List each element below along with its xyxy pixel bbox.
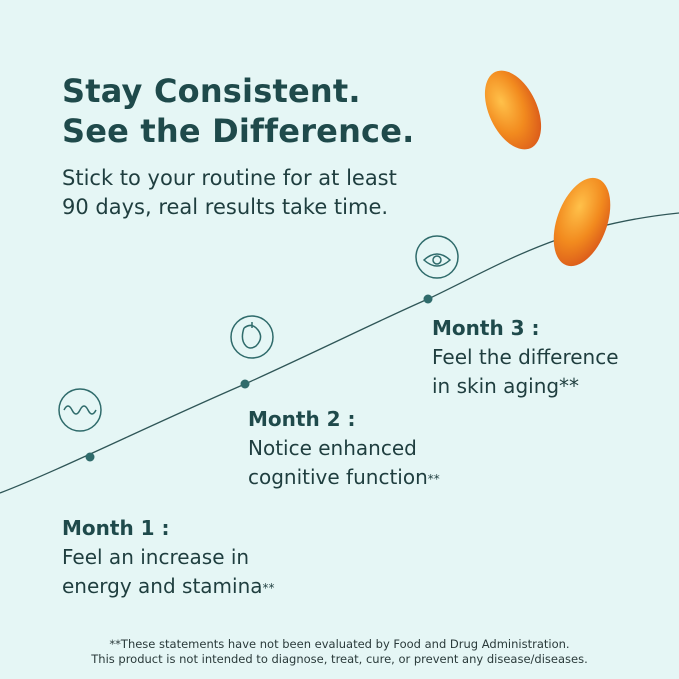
energy-icon	[58, 388, 102, 432]
subtitle: Stick to your routine for at least	[62, 166, 397, 190]
skin-icon	[415, 235, 459, 279]
milestone-text: cognitive function	[248, 465, 428, 489]
energy-icon-wave	[63, 405, 97, 415]
brain-icon-shape	[241, 322, 262, 349]
milestone-text: energy and stamina	[62, 574, 263, 598]
footnote-mark: **	[427, 472, 440, 486]
milestone-dot	[240, 379, 250, 389]
milestone-text-line: energy and stamina**	[62, 574, 275, 598]
milestone-text-line: cognitive function**	[248, 465, 440, 489]
milestone-dot	[423, 294, 433, 304]
title: See the Difference.	[62, 112, 415, 150]
milestone-text: Feel an increase in	[62, 545, 250, 569]
progress-curve	[0, 212, 679, 494]
milestone-label: Month 2 :	[248, 407, 356, 431]
milestone-text: Notice enhanced	[248, 436, 417, 460]
footnote-mark: **	[262, 581, 275, 595]
milestone-text: Feel the difference	[432, 345, 619, 369]
capsule	[553, 177, 611, 267]
skin-icon-eye	[422, 253, 452, 267]
disclaimer: **These statements have not been evaluat…	[109, 637, 570, 651]
milestone-label: Month 3 :	[432, 316, 540, 340]
milestone-label: Month 1 :	[62, 516, 170, 540]
capsule	[484, 70, 542, 150]
skin-icon-pupil	[432, 255, 442, 265]
milestone-text: in skin aging**	[432, 374, 580, 398]
disclaimer: This product is not intended to diagnose…	[91, 652, 588, 666]
title: Stay Consistent.	[62, 72, 361, 110]
brain-icon	[230, 315, 274, 359]
subtitle: 90 days, real results take time.	[62, 195, 389, 219]
milestone-dot	[85, 452, 95, 462]
